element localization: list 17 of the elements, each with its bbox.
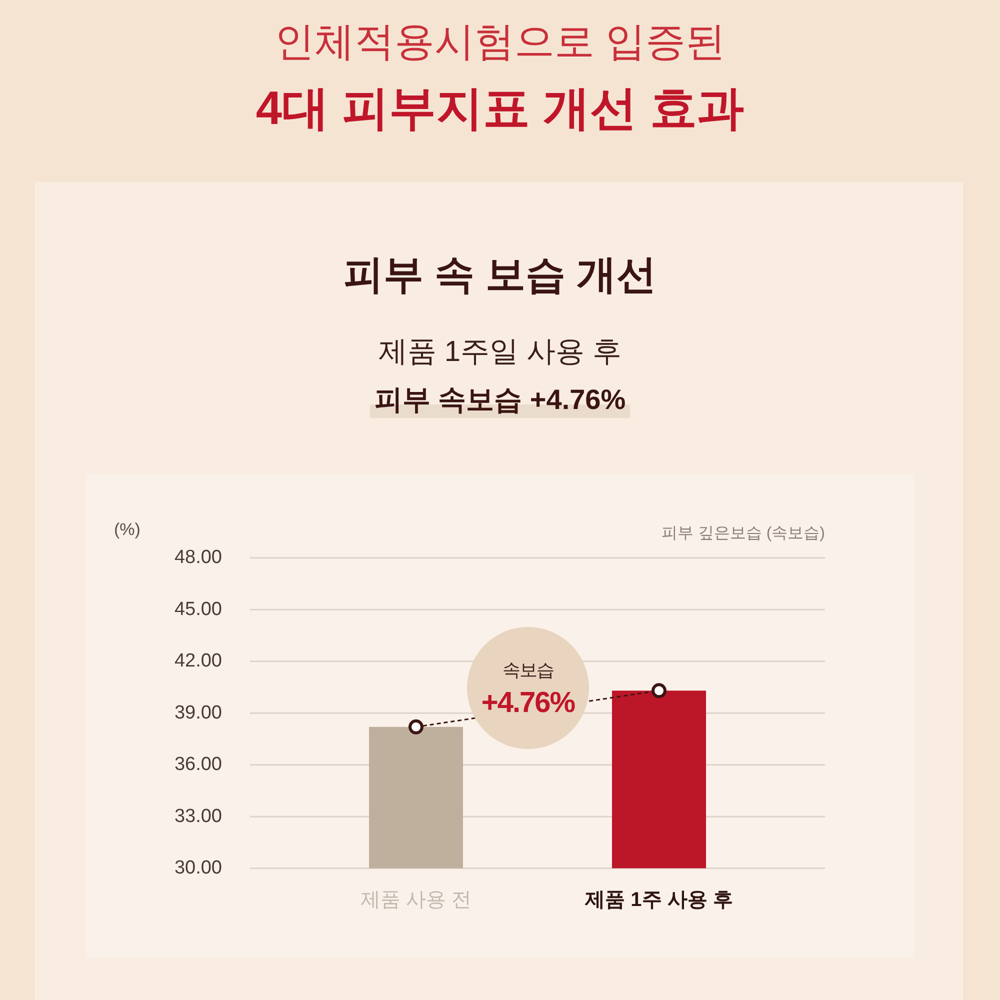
text: 제품 1주일 사용 후 — [378, 335, 622, 370]
chart-title: 인체적용시험으로 입증된 4대 피부지표 개선 효과 — [256, 19, 744, 136]
y-tick-label: 48.00 — [174, 547, 222, 568]
text: 피부 깊은보습 (속보습) — [661, 524, 825, 544]
y-axis-title: (%) — [114, 519, 140, 541]
x-tick-label: 제품 1주 사용 후 — [584, 888, 733, 911]
y-tick-label: 45.00 — [174, 598, 222, 620]
y-tick-label: 39.00 — [174, 702, 222, 724]
text: 피부 속보습 +4.76% — [370, 382, 630, 418]
chart-subtitle: 피부 속 보습 개선 — [343, 252, 657, 299]
x-tick-label: 제품 사용 전 — [360, 888, 472, 911]
y-tick-label: 42.00 — [174, 650, 222, 672]
annotation: +4.76% — [481, 686, 575, 721]
annotation: 속보습 — [502, 659, 554, 682]
y-tick-label: 33.00 — [174, 806, 222, 827]
y-tick-label: 36.00 — [174, 754, 222, 776]
y-tick-label: 30.00 — [174, 858, 222, 879]
